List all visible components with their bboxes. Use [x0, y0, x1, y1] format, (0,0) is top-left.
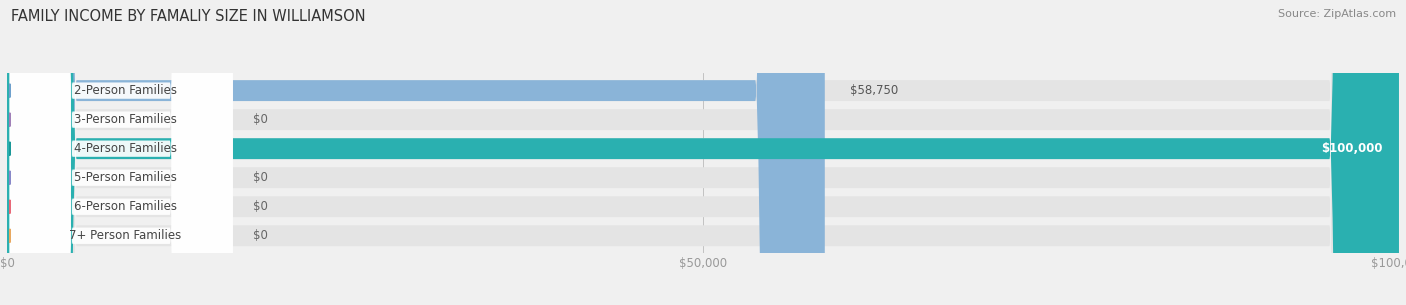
- Text: $0: $0: [253, 229, 269, 242]
- FancyBboxPatch shape: [7, 0, 1399, 305]
- FancyBboxPatch shape: [10, 0, 232, 305]
- FancyBboxPatch shape: [7, 0, 1399, 305]
- Text: $0: $0: [253, 171, 269, 184]
- FancyBboxPatch shape: [10, 0, 232, 305]
- Text: 5-Person Families: 5-Person Families: [75, 171, 177, 184]
- Text: FAMILY INCOME BY FAMALIY SIZE IN WILLIAMSON: FAMILY INCOME BY FAMALIY SIZE IN WILLIAM…: [11, 9, 366, 24]
- FancyBboxPatch shape: [10, 0, 232, 305]
- FancyBboxPatch shape: [10, 0, 232, 305]
- Text: $0: $0: [253, 200, 269, 213]
- Text: 4-Person Families: 4-Person Families: [75, 142, 177, 155]
- Text: 3-Person Families: 3-Person Families: [75, 113, 177, 126]
- Text: 7+ Person Families: 7+ Person Families: [69, 229, 181, 242]
- FancyBboxPatch shape: [10, 0, 232, 305]
- FancyBboxPatch shape: [10, 0, 232, 305]
- Text: $0: $0: [253, 113, 269, 126]
- FancyBboxPatch shape: [7, 0, 1399, 305]
- FancyBboxPatch shape: [7, 0, 1399, 305]
- FancyBboxPatch shape: [7, 0, 1399, 305]
- FancyBboxPatch shape: [7, 0, 825, 305]
- Text: 2-Person Families: 2-Person Families: [75, 84, 177, 97]
- Text: $100,000: $100,000: [1320, 142, 1382, 155]
- Text: $58,750: $58,750: [849, 84, 898, 97]
- FancyBboxPatch shape: [7, 0, 1399, 305]
- Text: Source: ZipAtlas.com: Source: ZipAtlas.com: [1278, 9, 1396, 19]
- FancyBboxPatch shape: [7, 0, 1399, 305]
- Text: 6-Person Families: 6-Person Families: [75, 200, 177, 213]
